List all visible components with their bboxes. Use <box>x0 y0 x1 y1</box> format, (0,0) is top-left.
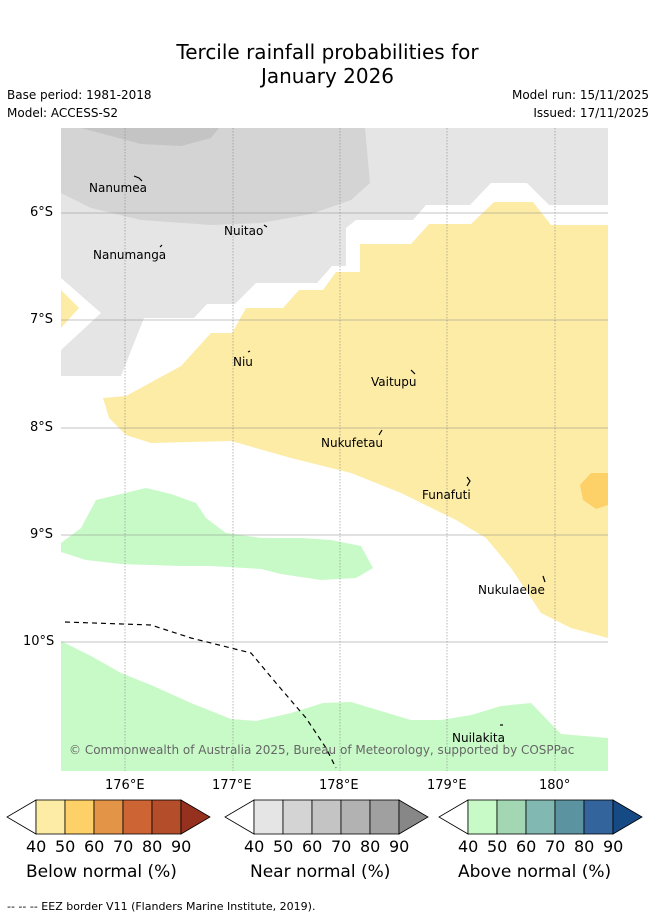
tick: 70 <box>545 837 566 856</box>
tick: 80 <box>142 837 163 856</box>
model-name: Model: ACCESS-S2 <box>7 106 119 120</box>
island-vaitupu <box>410 369 416 375</box>
tick: 60 <box>84 837 105 856</box>
below-normal-region-50 <box>580 473 608 509</box>
island-nanumanga <box>159 244 163 248</box>
lat-label-10s: 10°S <box>23 634 55 649</box>
map-canvas: Nanumea Nuitao Nanumanga Niu Vaitupu Nuk… <box>61 128 608 771</box>
lat-label-9s: 9°S <box>30 527 54 542</box>
legend-caption-near: Near normal (%) <box>250 862 391 882</box>
label-funafuti: Funafuti <box>422 488 471 502</box>
tick: 80 <box>360 837 381 856</box>
above-normal-region-south <box>61 641 608 771</box>
label-nuilakita: Nuilakita <box>452 731 505 745</box>
tick: 80 <box>574 837 595 856</box>
below-normal-region-40 <box>103 202 608 638</box>
lat-label-7s: 7°S <box>30 312 54 327</box>
above-normal-region-mid <box>61 488 373 580</box>
label-nanumea: Nanumea <box>89 181 147 195</box>
lon-label-178e: 178°E <box>319 778 359 793</box>
label-niu: Niu <box>233 355 253 369</box>
title-line-2: January 2026 <box>260 64 395 88</box>
tick: 70 <box>113 837 134 856</box>
island-nukufetau <box>378 429 383 436</box>
tick: 90 <box>389 837 410 856</box>
tick: 70 <box>331 837 352 856</box>
lat-label-8s: 8°S <box>30 420 54 435</box>
near-normal-region-50 <box>61 128 370 225</box>
copyright-credit: © Commonwealth of Australia 2025, Bureau… <box>69 743 574 757</box>
label-nuitao: Nuitao <box>224 224 263 238</box>
lon-label-180: 180° <box>539 778 571 793</box>
map-panel: Nanumea Nuitao Nanumanga Niu Vaitupu Nuk… <box>61 128 608 771</box>
islands <box>133 175 546 726</box>
base-period: Base period: 1981-2018 <box>7 88 152 102</box>
lon-label-179e: 179°E <box>427 778 467 793</box>
legend-caption-below: Below normal (%) <box>26 862 177 882</box>
lat-label-6s: 6°S <box>30 205 54 220</box>
tick: 90 <box>603 837 624 856</box>
tick: 40 <box>458 837 479 856</box>
eez-border <box>64 621 337 769</box>
tick: 40 <box>244 837 265 856</box>
tick: 50 <box>273 837 294 856</box>
island-nukulaelae <box>542 575 546 583</box>
tick: 50 <box>487 837 508 856</box>
colorbar-below <box>6 799 211 835</box>
colorbar-above <box>438 799 643 835</box>
graticule <box>61 128 608 771</box>
island-funafuti <box>466 476 471 487</box>
island-niu <box>247 350 251 353</box>
below-normal-left-edge <box>61 290 79 328</box>
tick: 60 <box>302 837 323 856</box>
island-nanumea <box>133 175 143 182</box>
tick: 90 <box>171 837 192 856</box>
island-nuitao <box>263 224 268 228</box>
lon-label-176e: 176°E <box>105 778 145 793</box>
issued-date: Issued: 17/11/2025 <box>533 106 649 120</box>
label-nanumanga: Nanumanga <box>93 248 166 262</box>
title-line-1: Tercile rainfall probabilities for <box>176 40 479 64</box>
colorbar-near <box>224 799 429 835</box>
label-nukufetau: Nukufetau <box>321 436 383 450</box>
tick: 40 <box>26 837 47 856</box>
label-nukulaelae: Nukulaelae <box>478 583 545 597</box>
tick: 60 <box>516 837 537 856</box>
tick: 50 <box>55 837 76 856</box>
label-vaitupu: Vaitupu <box>371 375 417 389</box>
model-run: Model run: 15/11/2025 <box>511 88 649 102</box>
eez-footnote: -- -- -- EEZ border V11 (Flanders Marine… <box>7 900 316 913</box>
near-normal-region-60 <box>81 128 219 146</box>
lon-label-177e: 177°E <box>212 778 252 793</box>
map-title: Tercile rainfall probabilities for Janua… <box>0 40 655 88</box>
legend-caption-above: Above normal (%) <box>458 862 612 882</box>
colorbars <box>6 799 643 835</box>
